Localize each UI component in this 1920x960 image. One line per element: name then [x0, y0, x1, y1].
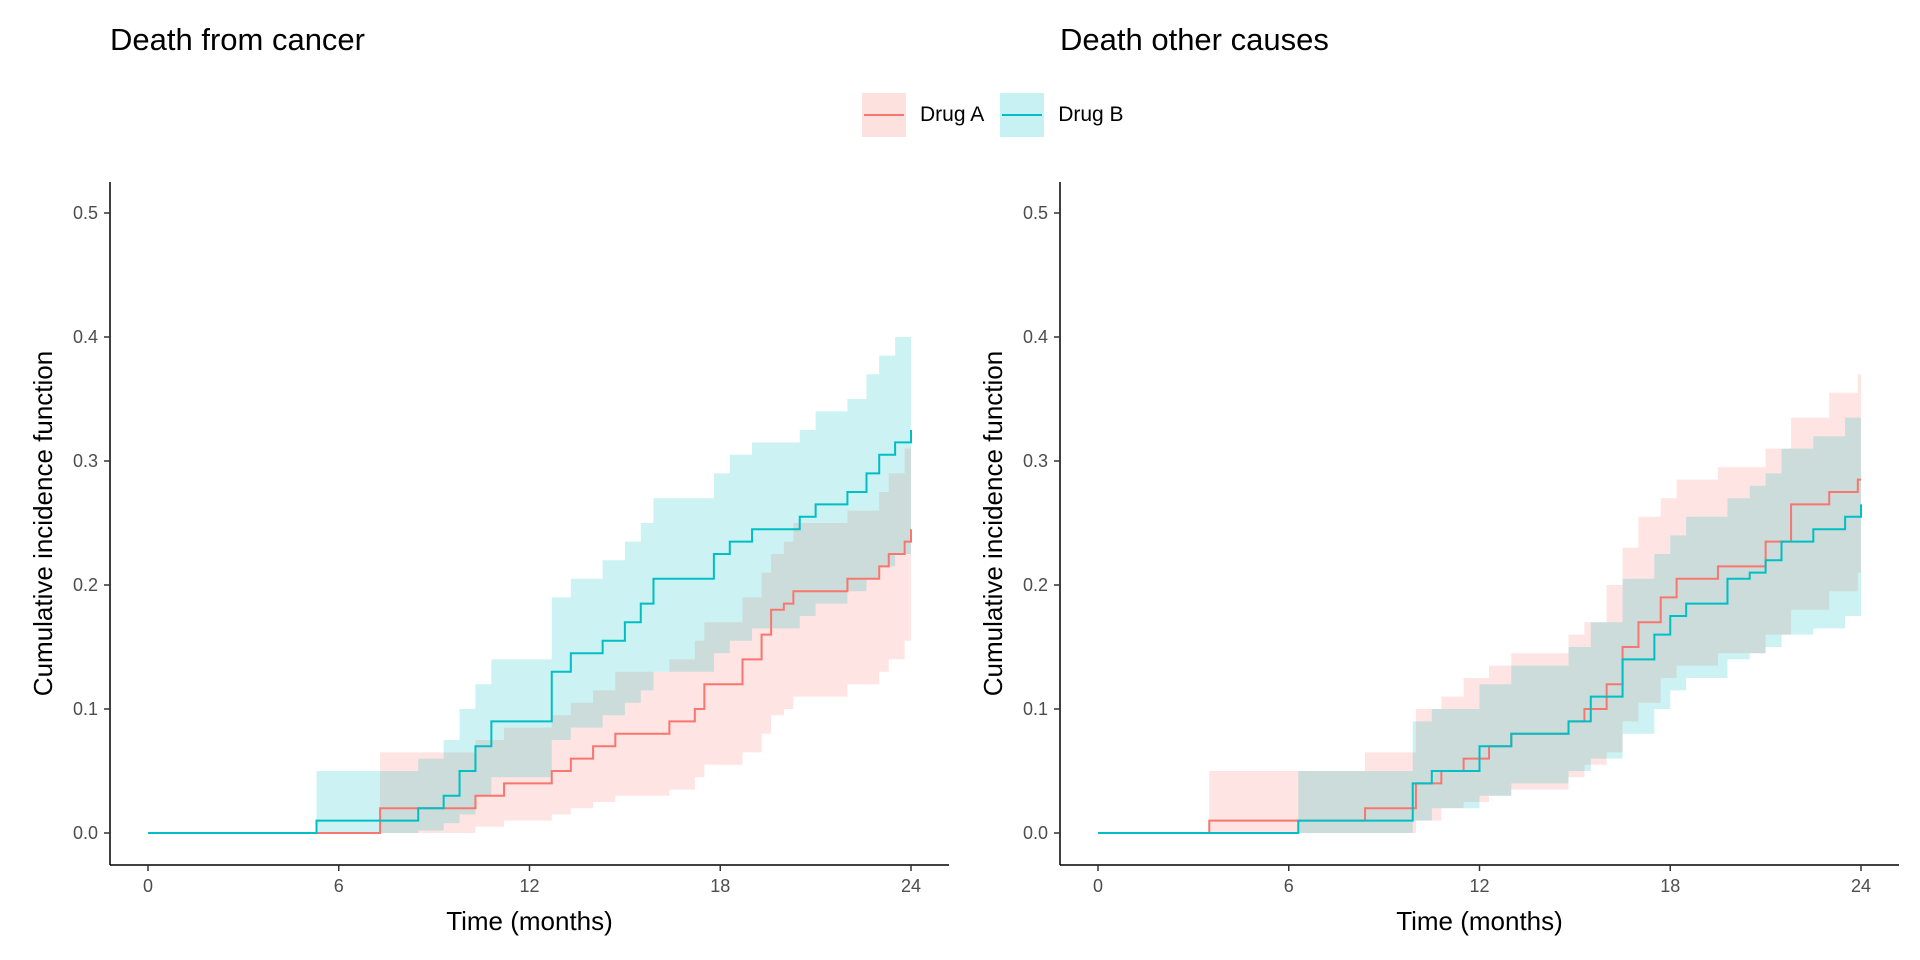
- ci-band-drug-a: [1098, 361, 1861, 833]
- y-tick-label: 0.1: [73, 699, 98, 719]
- y-tick-label: 0.4: [73, 327, 98, 347]
- y-tick-label: 0.3: [73, 451, 98, 471]
- y-tick-label: 0.0: [73, 823, 98, 843]
- panel-other-causes: 0.0 0.1 0.2 0.3 0.4 0.5 0 6 12 18 24 Time (months) C…: [978, 182, 1899, 936]
- y-tick-label: 0.2: [1023, 575, 1048, 595]
- y-tick-label: 0.0: [1023, 823, 1048, 843]
- x-tick-label: 6: [1284, 876, 1294, 896]
- x-tick-label: 6: [334, 876, 344, 896]
- y-tick-label: 0.4: [1023, 327, 1048, 347]
- x-tick-label: 12: [519, 876, 539, 896]
- x-tick-label: 18: [710, 876, 730, 896]
- chart-title-other-causes: Death other causes: [1060, 22, 1329, 57]
- chart-title-cancer: Death from cancer: [110, 22, 365, 57]
- x-tick-label: 24: [901, 876, 921, 896]
- x-tick-label: 18: [1660, 876, 1680, 896]
- legend: Drug A Drug B: [862, 90, 1140, 140]
- legend-label-drug-b: Drug B: [1058, 103, 1124, 126]
- legend-key-drug-a: [862, 93, 906, 137]
- legend-line-drug-a: [864, 114, 904, 116]
- legend-label-drug-a: Drug A: [920, 103, 985, 126]
- x-tick-label: 0: [143, 876, 153, 896]
- y-tick-label: 0.5: [1023, 203, 1048, 223]
- series-line-drug-a: [148, 529, 912, 834]
- y-tick-label: 0.2: [73, 575, 98, 595]
- legend-item-drug-b: Drug B: [1000, 93, 1124, 137]
- x-tick-label: 12: [1469, 876, 1489, 896]
- legend-line-drug-b: [1002, 114, 1043, 116]
- y-tick-label: 0.1: [1023, 699, 1048, 719]
- ci-band-drug-a: [148, 417, 911, 833]
- series-line-drug-b: [1098, 504, 1862, 834]
- x-axis-title: Time (months): [1396, 906, 1563, 936]
- legend-key-drug-b: [1000, 93, 1045, 137]
- y-tick-label: 0.3: [1023, 451, 1048, 471]
- y-axis-title: Cumulative incidence function: [978, 351, 1008, 696]
- x-axis-title: Time (months): [446, 906, 613, 936]
- x-tick-label: 0: [1093, 876, 1103, 896]
- legend-item-drug-a: Drug A: [862, 93, 984, 137]
- panel-cancer: 0.0 0.1 0.2 0.3 0.4 0.5 0 6 12 18 24 Time (months) C…: [28, 182, 949, 936]
- x-tick-label: 24: [1851, 876, 1871, 896]
- y-tick-label: 0.5: [73, 203, 98, 223]
- y-axis-title: Cumulative incidence function: [28, 351, 58, 696]
- ci-band-drug-b: [148, 318, 911, 833]
- series-line-drug-b: [148, 430, 912, 834]
